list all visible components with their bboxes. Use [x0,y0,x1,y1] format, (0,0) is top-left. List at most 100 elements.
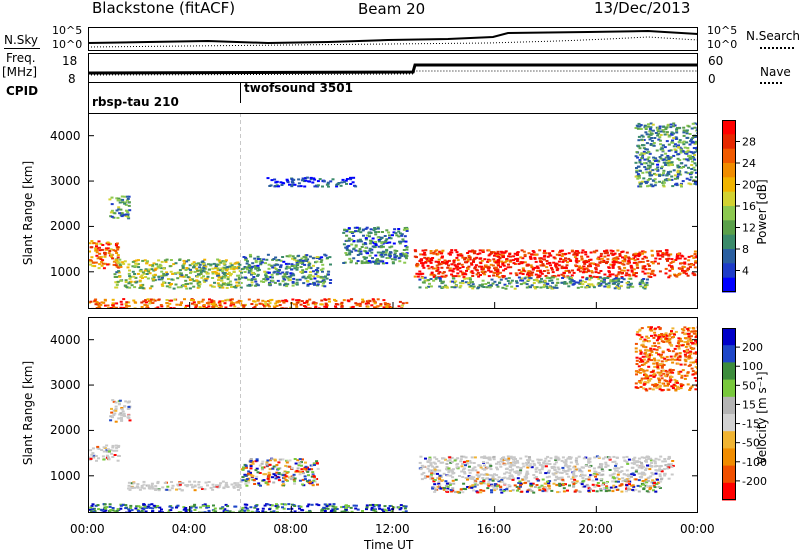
data-cell [558,482,562,485]
data-cell [424,249,428,252]
data-cell [373,306,376,309]
data-cell [141,259,145,262]
data-cell [105,444,109,447]
data-cell [567,285,571,288]
data-cell [524,455,528,458]
data-cell [170,299,174,302]
data-cell [328,300,331,303]
data-cell [96,447,100,450]
data-cell [670,465,674,468]
data-cell [570,249,574,252]
data-cell [616,257,620,260]
nave-tick-top: 60 [708,54,724,68]
data-cell [542,286,546,289]
y-tick-label: 2000 [50,423,81,438]
data-cell [292,274,296,277]
data-cell [482,480,486,483]
data-cell [246,268,249,271]
data-cell [490,489,493,492]
data-cell [433,483,437,486]
data-cell [693,162,697,165]
data-cell [224,306,228,309]
data-cell [187,259,191,262]
data-cell [124,303,128,306]
data-cell [581,477,585,479]
data-cell [503,472,507,475]
data-cell [623,258,627,261]
data-cell [193,270,197,273]
data-cell [519,457,523,460]
data-cell [522,250,526,253]
data-cell [632,272,636,275]
data-cell [233,266,237,268]
data-cell [104,304,107,307]
data-cell [662,172,665,175]
data-cell [268,282,272,285]
data-cell [264,273,268,276]
data-cell [237,299,241,302]
data-cell [115,197,119,200]
data-cell [431,487,435,490]
data-cell [386,303,390,306]
data-cell [471,249,475,252]
data-cell [513,252,517,255]
data-cell [650,462,654,464]
data-cell [634,161,638,164]
data-cell [170,283,173,285]
data-cell [182,263,186,266]
data-cell [232,486,236,489]
data-cell [438,484,442,487]
data-cell [618,484,622,487]
data-cell [111,399,115,402]
data-cell [484,264,488,267]
data-cell [305,301,308,304]
data-cell [224,485,228,488]
data-cell [174,283,178,286]
data-cell [532,462,536,465]
data-cell [88,242,91,245]
data-cell [582,271,585,274]
data-cell [526,280,530,282]
data-cell [133,286,137,289]
data-cell [554,455,558,458]
data-cell [393,258,397,261]
freq-line [88,63,698,75]
data-cell [606,254,610,257]
data-cell [117,271,121,274]
data-cell [185,485,189,488]
data-cell [622,473,626,476]
data-cell [663,133,667,136]
data-cell [461,266,465,268]
colorbar-cell [722,191,736,207]
data-cell [689,157,693,160]
data-cell [468,471,472,474]
data-cell [316,467,320,470]
data-cell [254,477,258,480]
data-cell [148,506,152,509]
data-cell [117,403,121,406]
data-cell [234,484,238,487]
data-cell [637,122,641,125]
data-cell [672,122,676,125]
data-cell [620,470,624,473]
data-cell [545,285,549,288]
data-cell [264,304,268,307]
data-cell [434,278,438,281]
data-cell [168,299,172,302]
data-cell [239,286,243,289]
data-cell [678,159,682,162]
data-cell [638,160,642,163]
data-cell [601,473,605,476]
data-cell [467,282,471,285]
data-cell [226,298,230,301]
data-cell [91,447,95,450]
data-cell [573,490,577,493]
data-cell [563,470,567,473]
data-cell [645,133,649,136]
data-cell [152,278,156,281]
data-cell [106,448,110,451]
data-cell [516,477,520,480]
data-cell [584,253,588,256]
data-cell [236,274,240,277]
data-cell [436,485,440,488]
